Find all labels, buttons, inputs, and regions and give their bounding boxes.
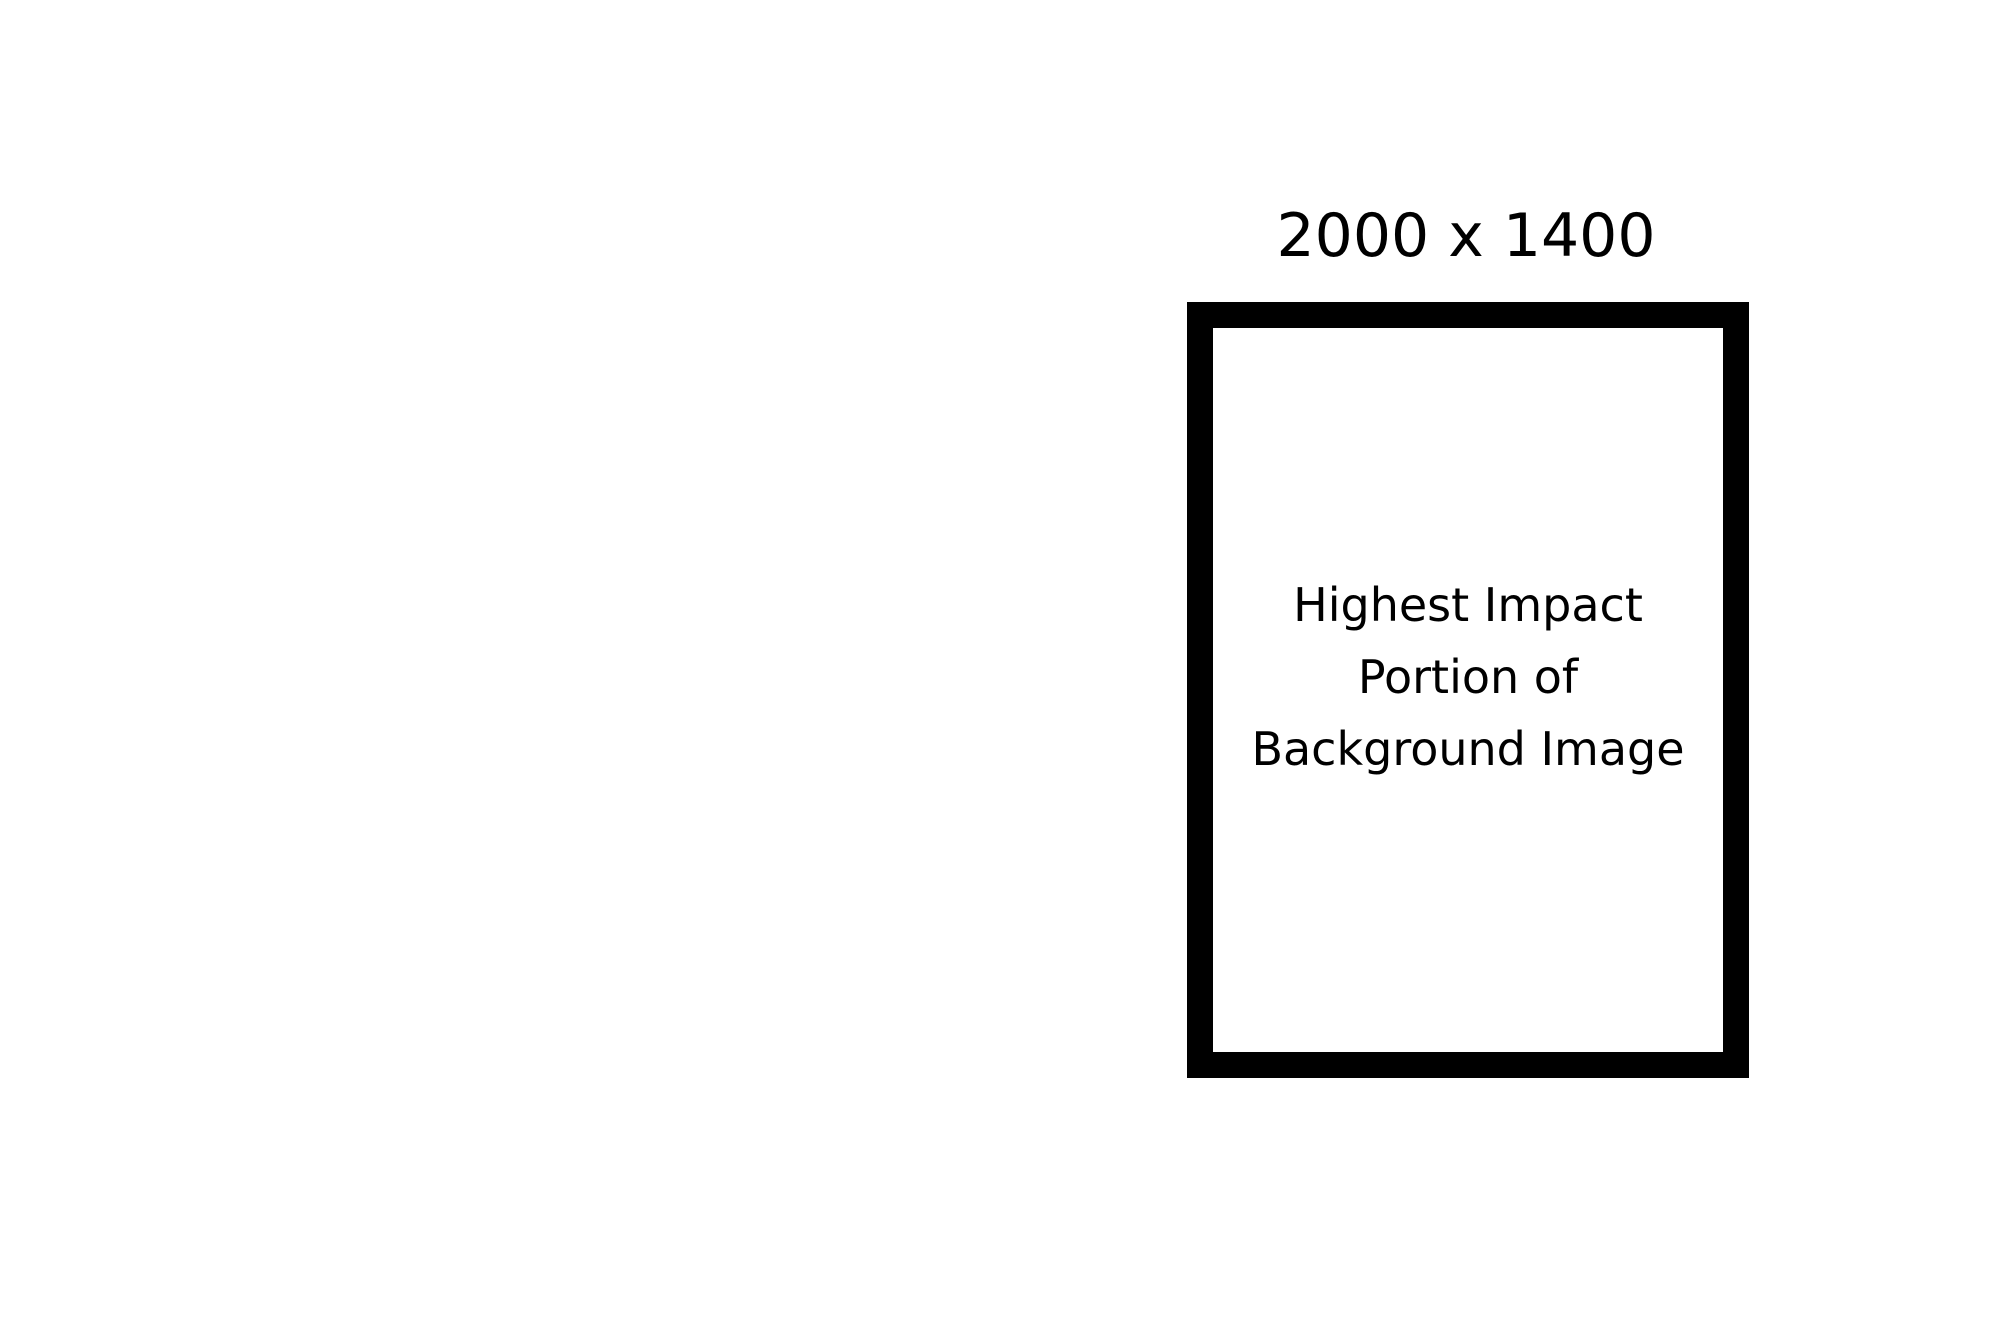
highlight-frame: Highest Impact Portion of Background Ima… [1187,302,1749,1078]
dimensions-label: 2000 x 1400 [1276,201,1656,271]
frame-caption: Highest Impact Portion of Background Ima… [1213,569,1723,785]
frame-caption-line-3: Background Image [1251,722,1685,776]
frame-caption-line-2: Portion of [1357,650,1579,704]
frame-caption-line-1: Highest Impact [1293,578,1643,632]
